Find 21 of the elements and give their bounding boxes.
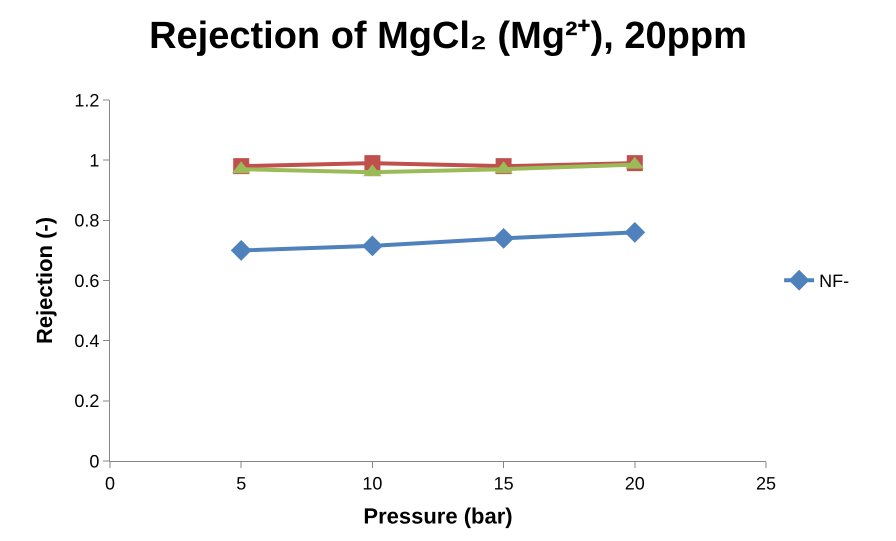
x-tick-label: 10 <box>362 474 382 494</box>
point <box>624 222 646 243</box>
point <box>362 236 383 256</box>
y-tick-label: 0.4 <box>74 330 100 351</box>
y-tick-label: 0.2 <box>74 391 100 412</box>
y-tick-label: 0.6 <box>74 270 100 291</box>
y-tick-label: 1.2 <box>74 90 100 110</box>
y-tick-label: 1 <box>89 150 100 170</box>
x-axis-title: Pressure (bar) <box>363 504 513 528</box>
point <box>230 240 252 261</box>
x-tick-label: 0 <box>104 474 116 494</box>
x-tick-label: 5 <box>236 474 246 494</box>
point <box>493 228 514 249</box>
y-axis-title: Rejection (-) <box>32 216 58 344</box>
x-tick-label: 25 <box>756 474 776 494</box>
y-tick-label: 0 <box>89 451 100 472</box>
chart-title: Rejection of MgCl₂ (Mg²⁺), 20ppm <box>149 15 747 58</box>
x-tick-label: 15 <box>494 474 514 494</box>
y-tick-label: 0.8 <box>74 210 100 231</box>
x-tick-label: 20 <box>624 474 645 494</box>
legend-label: NF- <box>819 271 850 292</box>
